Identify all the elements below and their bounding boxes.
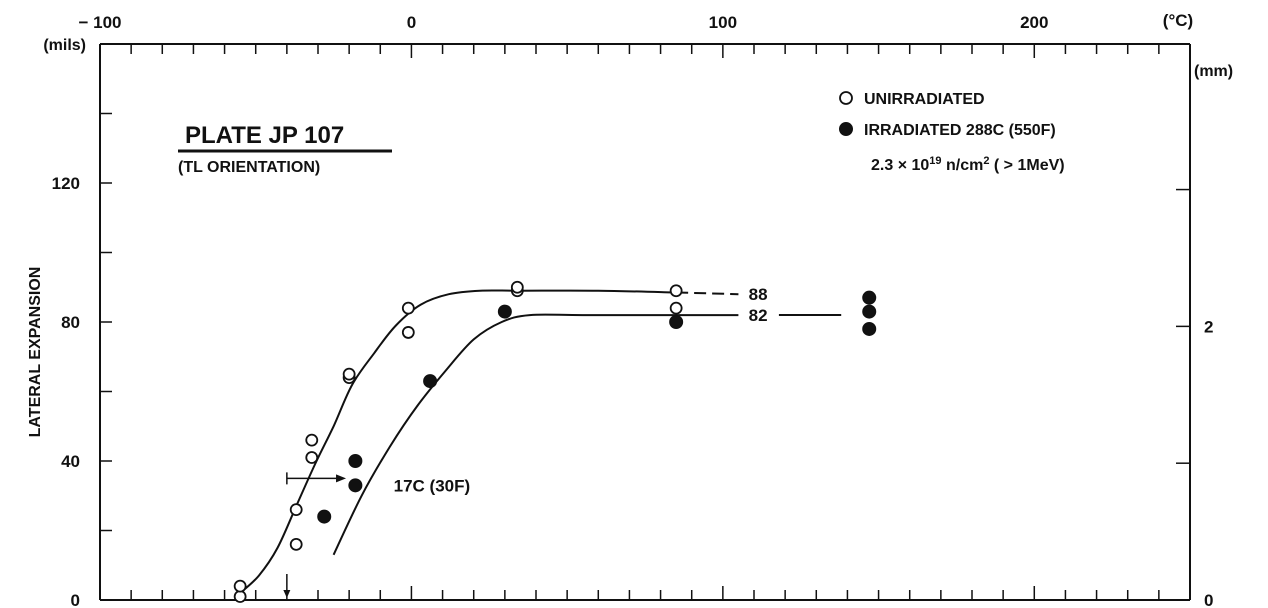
x-tick-label: 200 [1020, 13, 1048, 32]
legend-fluence-part: 2 [983, 155, 989, 167]
annotation-label: 17C (30F) [394, 476, 471, 495]
irradiated-point [497, 304, 512, 319]
unirradiated-point [401, 301, 415, 315]
y-unit-label-right: (mm) [1194, 63, 1233, 80]
unirradiated-fit-curve [239, 289, 677, 594]
irradiated-point [348, 454, 363, 468]
legend-open-circle [839, 91, 853, 105]
irradiated-point [862, 304, 877, 319]
chart-title: PLATE JP 107 [185, 122, 344, 149]
legend-label-irradiated: IRRADIATED 288C (550F) [864, 122, 1056, 139]
x-tick-label: 100 [709, 13, 737, 32]
unirradiated-point [305, 451, 319, 464]
chart-text: − 100 0 100 200 (°C) 0 40 80 120 (mils) 0 2 (mm) LATE… [27, 11, 1233, 608]
y-tick-label-left: 80 [61, 313, 80, 332]
irradiated-fit-curve [332, 313, 739, 556]
chart-axes [99, 43, 1191, 601]
chart-subtitle: (TL ORIENTATION) [178, 159, 320, 176]
y-tick-label-right: 2 [1204, 317, 1213, 336]
annotation-label: 88 [749, 285, 768, 304]
temperature-marker-head [283, 590, 291, 598]
x-tick-label: 0 [407, 13, 416, 32]
y-tick-label-left: 120 [52, 174, 80, 193]
y-tick-label-left: 40 [61, 452, 80, 471]
irradiated-point [669, 315, 684, 329]
legend-fluence-part: ( > 1MeV) [989, 157, 1064, 174]
irradiated-point [862, 321, 877, 336]
legend-filled-circle [839, 122, 853, 136]
legend-fluence-part: n/cm [942, 157, 984, 174]
y-axis-title: LATERAL EXPANSION [27, 267, 44, 438]
legend-label-unirradiated: UNIRRADIATED [864, 91, 985, 108]
y-tick-label-right: 0 [1204, 591, 1213, 608]
unirradiated-fit-extension [676, 291, 739, 296]
legend-fluence-part: 19 [929, 155, 941, 167]
unirradiated-point [305, 433, 319, 447]
unirradiated-point [289, 503, 303, 517]
unirradiated-point [510, 280, 524, 294]
irradiated-point [862, 290, 877, 305]
irradiated-point [423, 374, 438, 389]
irradiated-point [348, 478, 363, 493]
unirradiated-point [401, 326, 415, 339]
x-unit-label: (°C) [1163, 11, 1193, 30]
unirradiated-point [233, 590, 247, 603]
legend-fluence-part: 2.3 × 10 [871, 157, 929, 174]
unirradiated-point [669, 301, 683, 315]
shift-arrow-head [336, 474, 347, 483]
annotation-label: 82 [749, 306, 768, 325]
irradiated-point [317, 509, 332, 524]
unirradiated-point [289, 538, 303, 551]
data-points [233, 280, 877, 603]
unirradiated-point [233, 579, 247, 593]
y-tick-label-left: 0 [71, 591, 80, 608]
legend-fluence: 2.3 × 1019 n/cm2 ( > 1MeV) [871, 155, 1065, 174]
unirradiated-point [669, 284, 683, 298]
x-tick-label: − 100 [78, 13, 121, 32]
y-unit-label-left: (mils) [43, 37, 86, 54]
unirradiated-point [342, 367, 356, 381]
fit-curves [239, 289, 842, 594]
